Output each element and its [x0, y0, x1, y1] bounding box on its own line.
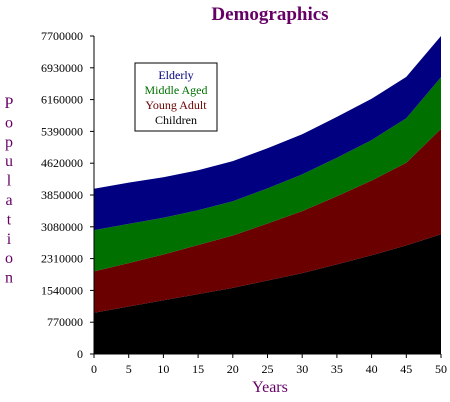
y-tick-label: 2310000: [41, 252, 83, 266]
y-tick-label: 3850000: [41, 188, 83, 202]
y-tick-label: 4620000: [41, 156, 83, 170]
y-axis-label-letter: i: [7, 231, 12, 248]
y-tick-label: 6160000: [41, 93, 83, 107]
x-tick-label: 0: [91, 362, 97, 376]
legend-item-children: Children: [155, 113, 197, 127]
x-tick-labels: 0 5 10 15 20 25 30 35 40 45 50: [91, 354, 447, 376]
y-axis-label-letter: o: [5, 114, 13, 131]
x-tick-label: 50: [435, 362, 447, 376]
y-axis-label-letter: P: [5, 95, 14, 112]
y-axis-label-letter: p: [5, 134, 13, 151]
y-axis-label-letter: l: [7, 173, 12, 190]
y-axis-label-letter: u: [5, 153, 13, 170]
x-tick-label: 35: [331, 362, 343, 376]
y-axis-label-letter: t: [7, 211, 12, 228]
y-tick-label: 5390000: [41, 124, 83, 138]
x-tick-label: 45: [400, 362, 412, 376]
y-tick-labels: 0 770000 1540000 2310000 3080000 3850000 46200…: [41, 29, 94, 361]
chart-title: Demographics: [211, 4, 328, 25]
x-tick-label: 40: [366, 362, 378, 376]
x-tick-label: 20: [227, 362, 239, 376]
y-tick-label: 0: [77, 347, 83, 361]
y-tick-label: 7700000: [41, 29, 83, 43]
x-axis-label: Years: [252, 379, 288, 396]
y-axis-label-letter: a: [5, 192, 12, 209]
legend-item-elderly: Elderly: [158, 68, 193, 82]
y-tick-label: 6930000: [41, 61, 83, 75]
area-young-adult: [94, 128, 441, 313]
y-tick-label: 3080000: [41, 220, 83, 234]
y-axis-label-letter: o: [5, 250, 13, 267]
x-tick-label: 5: [126, 362, 132, 376]
legend-item-young-adult: Young Adult: [145, 98, 207, 112]
area-middle-aged: [94, 77, 441, 272]
x-tick-label: 10: [157, 362, 169, 376]
legend-item-middle-aged: Middle Aged: [145, 83, 208, 97]
x-tick-label: 30: [296, 362, 308, 376]
area-layers: [94, 36, 441, 354]
x-tick-label: 15: [192, 362, 204, 376]
x-tick-label: 25: [262, 362, 274, 376]
area-children: [94, 234, 441, 354]
legend-box: [134, 62, 218, 132]
y-axis-label-letter: n: [5, 270, 13, 287]
y-tick-label: 770000: [47, 315, 83, 329]
y-tick-label: 1540000: [41, 283, 83, 297]
area-elderly: [94, 36, 441, 231]
